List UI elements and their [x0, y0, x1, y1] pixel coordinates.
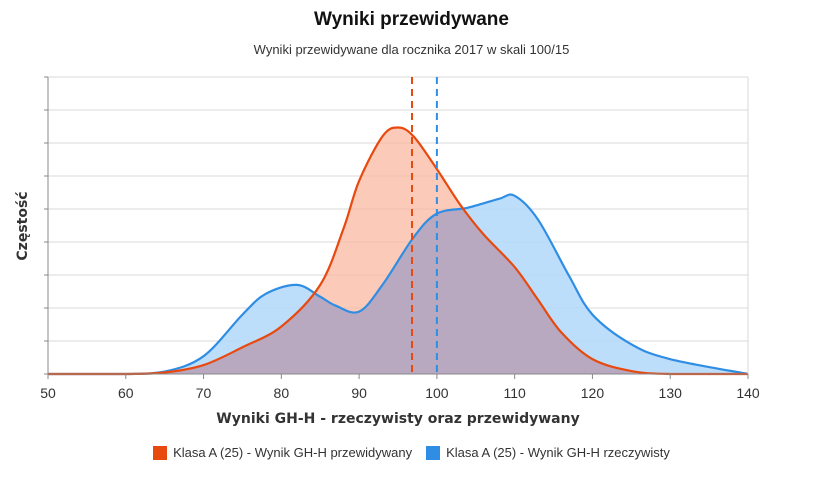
x-tick-label: 70 — [196, 385, 212, 401]
chart-title: Wyniki przewidywane — [314, 9, 509, 30]
legend-label-predicted: Klasa A (25) - Wynik GH-H przewidywany — [173, 445, 413, 460]
mean-lines — [411, 77, 438, 374]
chart-subtitle: Wyniki przewidywane dla rocznika 2017 w … — [253, 42, 570, 57]
x-tick-labels: 50 60 70 80 90 100 110 120 130 140 — [40, 374, 760, 401]
x-tick-label: 110 — [504, 385, 527, 401]
x-tick-label: 100 — [425, 385, 449, 401]
x-tick-label: 50 — [40, 385, 56, 401]
legend-item-predicted[interactable]: Klasa A (25) - Wynik GH-H przewidywany — [153, 445, 412, 460]
legend-swatch-predicted — [153, 445, 168, 460]
series-area-0 — [48, 127, 748, 375]
series-line-1 — [47, 193, 749, 376]
series-line-0 — [47, 126, 749, 376]
axes — [47, 77, 749, 375]
series-areas — [47, 126, 749, 376]
y-axis-label: Częstość — [15, 191, 31, 260]
x-tick-label: 140 — [736, 385, 760, 401]
x-tick-label: 130 — [659, 385, 683, 401]
x-tick-label: 120 — [581, 385, 605, 401]
x-tick-label: 60 — [118, 385, 134, 401]
legend-label-actual: Klasa A (25) - Wynik GH-H rzeczywisty — [446, 445, 670, 460]
legend-item-actual[interactable]: Klasa A (25) - Wynik GH-H rzeczywisty — [426, 445, 670, 460]
x-tick-label: 80 — [274, 385, 290, 401]
x-axis-label: Wyniki GH-H - rzeczywisty oraz przewidyw… — [216, 411, 579, 427]
legend-swatch-actual — [426, 445, 441, 460]
legend: Klasa A (25) - Wynik GH-H przewidywany K… — [0, 445, 823, 460]
x-tick-label: 90 — [351, 385, 367, 401]
